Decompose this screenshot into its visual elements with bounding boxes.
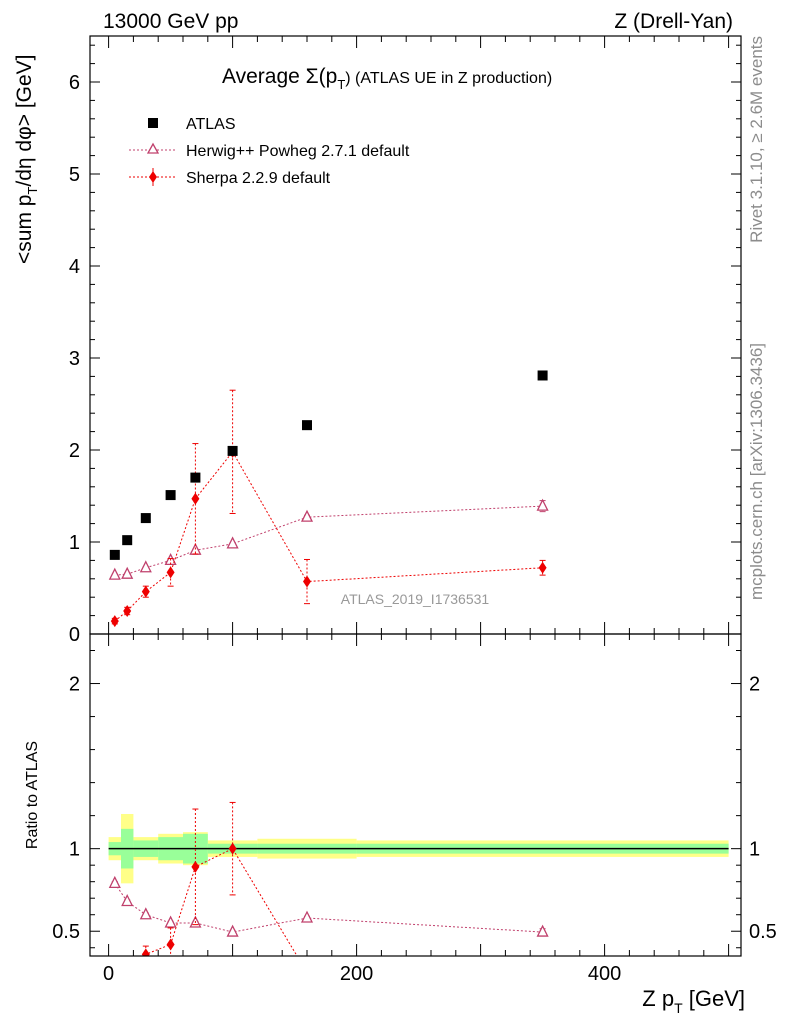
ratio-ytick-label-right: 2 — [749, 674, 760, 696]
main-panel: 0 1 2 3 4 5 6 — [69, 35, 742, 646]
point-sherpa-6 — [303, 967, 311, 979]
ratio-panel: 0 200 400 0.5 0.5 1 1 2 2 — [52, 633, 777, 985]
point-atlas-2 — [140, 513, 151, 524]
ratio-ytick-label-right: 0.5 — [749, 921, 777, 943]
series-sherpa-ratio — [123, 801, 547, 979]
ratio-ytick-label-left: 2 — [69, 674, 80, 696]
main-ytick-label: 1 — [69, 532, 80, 554]
xtick-label: 200 — [340, 963, 373, 985]
point-atlas-3 — [165, 490, 176, 501]
header-right: Z (Drell-Yan) — [614, 10, 733, 33]
series-line-herwig — [114, 883, 543, 933]
point-herwig-7 — [536, 498, 549, 511]
point-atlas-7 — [537, 370, 548, 381]
ratio-y-axis-title: Ratio to ATLAS — [24, 741, 41, 849]
legend-label-atlas: ATLAS — [186, 116, 236, 133]
header-left: 13000 GeV pp — [103, 10, 238, 33]
series-line-sherpa — [143, 848, 298, 956]
ratio-ytick-label-left: 1 — [69, 839, 80, 861]
x-axis-title: Z pT [GeV] — [642, 986, 745, 1016]
main-ytick-label: 5 — [69, 164, 80, 186]
point-sherpa-7 — [539, 965, 547, 977]
point-herwig-1 — [121, 894, 134, 907]
point-herwig-1 — [121, 566, 134, 579]
ratio-uncertainty-bands — [108, 813, 729, 884]
point-herwig-5 — [226, 924, 239, 937]
ratio-ytick-label-left: 0.5 — [52, 921, 80, 943]
legend-marker-atlas — [148, 118, 158, 128]
legend: ATLAS Herwig++ Powheg 2.7.1 default Sher… — [129, 116, 410, 187]
series-line-herwig — [114, 505, 543, 576]
point-sherpa-4 — [191, 492, 200, 505]
main-ytick-label: 3 — [69, 348, 80, 370]
point-sherpa-5 — [228, 842, 237, 855]
point-sherpa-2 — [141, 585, 150, 598]
point-sherpa-6 — [303, 575, 311, 588]
analysis-label: ATLAS_2019_I1736531 — [341, 591, 490, 607]
series-atlas-main — [109, 370, 548, 560]
point-herwig-6 — [300, 910, 314, 923]
point-atlas-5 — [227, 445, 238, 456]
point-herwig-6 — [300, 509, 314, 522]
point-atlas-1 — [122, 535, 133, 546]
ratio-ytick-label-right: 1 — [749, 839, 760, 861]
chart-title: Average Σ(pT) (ATLAS UE in Z production) — [222, 65, 552, 92]
point-sherpa-4 — [191, 860, 200, 873]
xtick-label: 0 — [103, 963, 114, 985]
point-sherpa-3 — [166, 566, 175, 579]
point-atlas-4 — [190, 472, 201, 483]
point-herwig-7 — [536, 924, 549, 937]
main-ytick-label: 4 — [69, 256, 80, 278]
point-herwig-5 — [226, 536, 239, 549]
xtick-label: 400 — [588, 963, 621, 985]
point-sherpa-2 — [141, 948, 150, 956]
legend-marker-sherpa — [149, 171, 157, 183]
point-atlas-0 — [109, 549, 120, 560]
main-ytick-label: 0 — [69, 624, 80, 646]
legend-label-herwig: Herwig++ Powheg 2.7.1 default — [186, 143, 410, 160]
point-herwig-0 — [108, 875, 121, 888]
series-herwig-main — [108, 498, 549, 580]
series-sherpa-main — [110, 389, 547, 628]
point-herwig-2 — [139, 907, 152, 920]
mcplots-text: mcplots.cern.ch [arXiv:1306.3436] — [747, 343, 766, 600]
rivet-version-text: Rivet 3.1.10, ≥ 2.6M events — [747, 36, 766, 243]
point-herwig-0 — [108, 567, 121, 580]
ratio-frame — [89, 633, 742, 957]
point-sherpa-3 — [166, 938, 175, 951]
main-ytick-label: 2 — [69, 440, 80, 462]
point-atlas-6 — [302, 420, 312, 431]
series-line-sherpa — [114, 450, 543, 622]
point-sherpa-1 — [123, 605, 132, 617]
y-axis-title: <sum pT/dη dφ> [GeV] — [13, 54, 40, 264]
legend-label-sherpa: Sherpa 2.2.9 default — [186, 170, 331, 187]
point-sherpa-1 — [123, 967, 131, 979]
point-sherpa-0 — [110, 615, 119, 628]
main-ytick-label: 6 — [69, 72, 80, 94]
point-sherpa-7 — [538, 561, 547, 574]
point-herwig-3 — [164, 915, 177, 928]
series-herwig-ratio — [108, 875, 549, 937]
point-herwig-2 — [139, 560, 152, 573]
legend-marker-herwig — [146, 142, 160, 154]
